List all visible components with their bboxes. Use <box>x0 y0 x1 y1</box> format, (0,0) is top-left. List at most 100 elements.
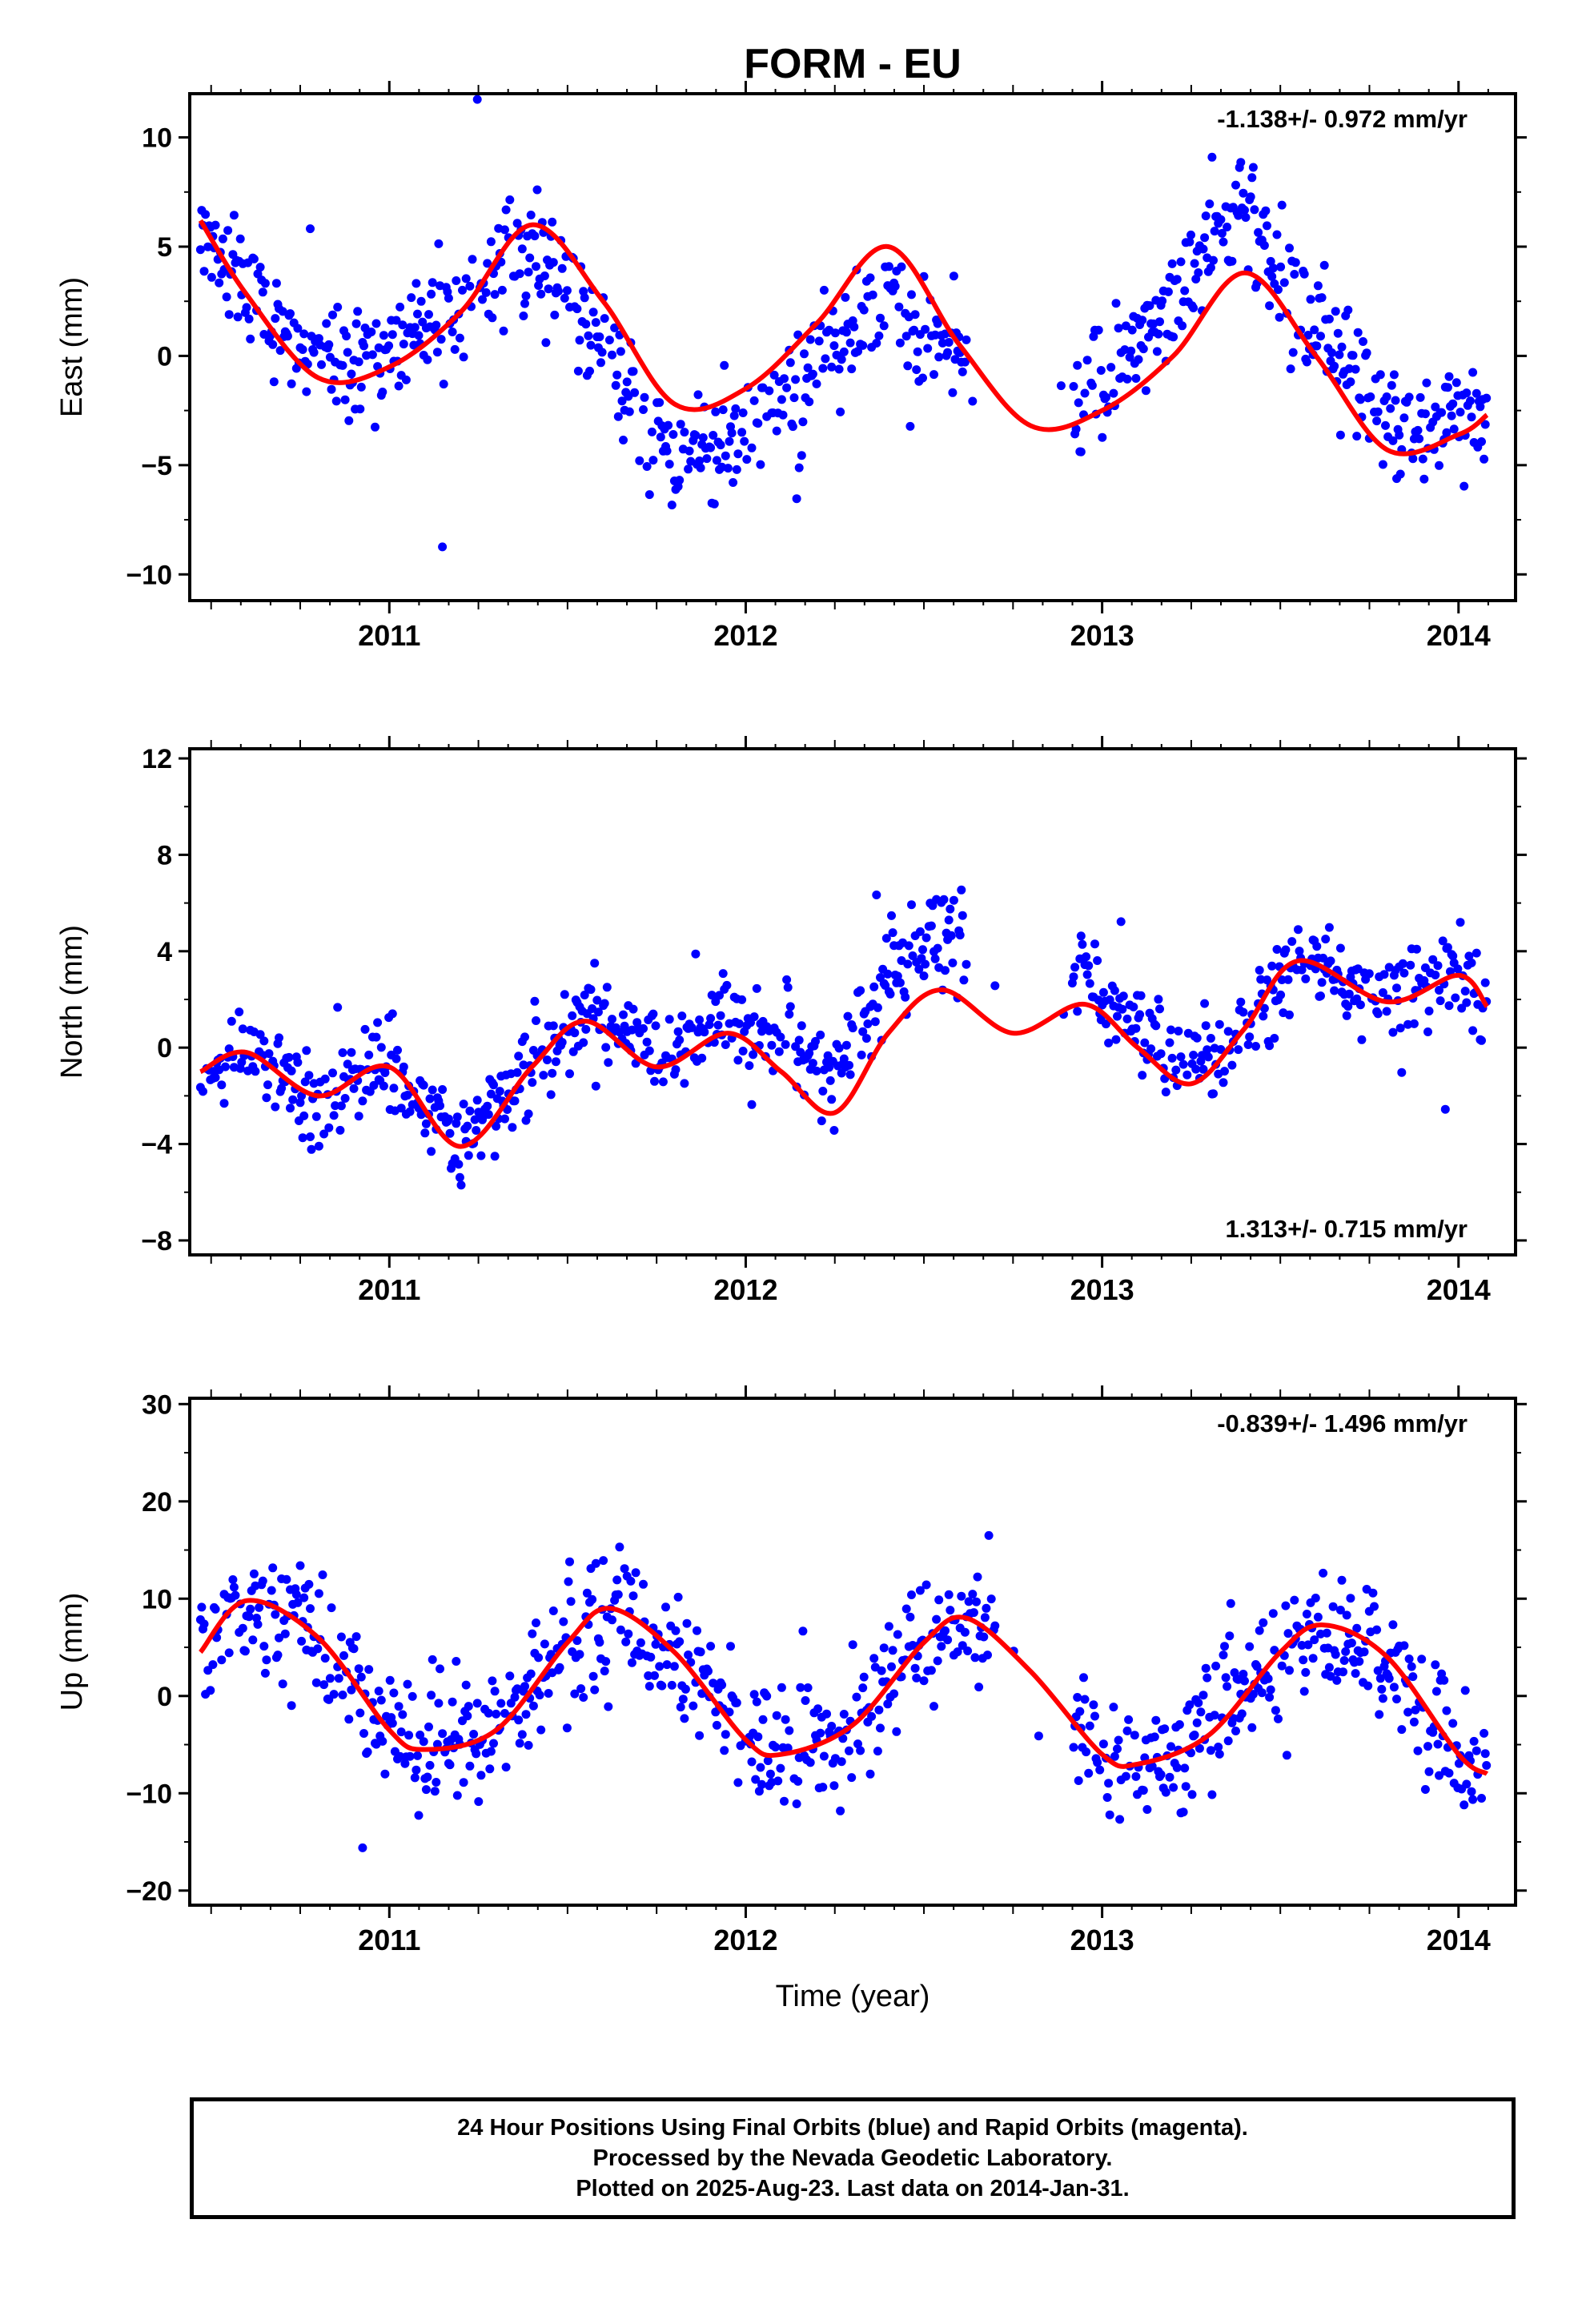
data-point <box>1239 1670 1248 1679</box>
data-point <box>1227 256 1237 266</box>
data-point <box>1080 388 1090 398</box>
data-point <box>486 1747 496 1756</box>
data-point <box>1115 1815 1125 1824</box>
data-point <box>903 361 913 371</box>
data-point <box>582 1588 592 1598</box>
data-point <box>432 1778 441 1787</box>
data-point <box>1477 1794 1486 1803</box>
data-point <box>1397 1068 1407 1077</box>
data-point <box>314 1589 323 1598</box>
data-point <box>1192 1033 1202 1043</box>
data-point <box>307 1144 316 1154</box>
data-point <box>414 331 424 340</box>
data-point <box>344 1715 354 1724</box>
data-point <box>1407 1662 1416 1671</box>
data-point <box>608 1615 616 1625</box>
data-point <box>1342 1011 1351 1020</box>
data-point <box>734 1019 744 1028</box>
data-point <box>319 1129 329 1139</box>
data-point <box>933 943 942 953</box>
data-point <box>673 1592 683 1602</box>
data-point <box>488 1676 497 1686</box>
data-point <box>238 1024 247 1034</box>
data-point <box>530 231 540 241</box>
data-point <box>557 263 567 273</box>
data-point <box>709 1679 718 1688</box>
data-point <box>384 341 394 351</box>
data-point <box>817 1116 826 1126</box>
data-point <box>657 1681 667 1691</box>
data-point <box>1277 1661 1287 1671</box>
y-tick-label: 0 <box>157 1033 172 1063</box>
data-point <box>543 1055 552 1064</box>
data-point <box>639 1023 648 1033</box>
data-point <box>1189 304 1199 312</box>
data-point <box>501 1763 511 1772</box>
data-point <box>359 341 368 351</box>
data-point <box>612 1575 622 1585</box>
data-point <box>448 1697 457 1707</box>
data-point <box>430 1787 440 1796</box>
data-point <box>675 1637 685 1647</box>
data-point <box>1259 1011 1268 1021</box>
data-point <box>1404 1655 1414 1663</box>
data-point <box>682 1618 692 1628</box>
data-point <box>1355 1657 1364 1667</box>
data-point <box>1098 432 1107 442</box>
data-point <box>1158 296 1167 306</box>
data-point <box>217 1655 227 1665</box>
data-point <box>1142 1805 1152 1814</box>
data-point <box>249 1569 259 1578</box>
data-point <box>718 969 728 979</box>
data-point <box>1240 1676 1249 1686</box>
data-point <box>1265 1041 1275 1051</box>
data-point <box>1327 348 1336 357</box>
data-point <box>1472 948 1481 958</box>
data-point <box>297 1636 307 1646</box>
data-point <box>1353 964 1363 974</box>
data-point <box>1276 262 1286 271</box>
data-point <box>262 1093 271 1103</box>
data-point <box>709 499 719 509</box>
data-point <box>721 1730 730 1739</box>
data-point <box>1337 1575 1347 1585</box>
data-point <box>1267 961 1277 971</box>
data-point <box>908 951 917 960</box>
data-point <box>1203 1052 1213 1062</box>
data-point <box>398 320 408 330</box>
data-point <box>1219 237 1228 247</box>
data-point <box>432 348 442 357</box>
data-point <box>240 1647 250 1656</box>
data-point <box>304 1579 314 1589</box>
data-point <box>534 1653 544 1663</box>
data-point <box>913 347 922 356</box>
data-point <box>566 1597 576 1606</box>
data-point <box>295 1561 305 1570</box>
data-point <box>805 1758 815 1767</box>
data-point <box>335 1125 345 1135</box>
data-point <box>1313 281 1323 291</box>
data-point <box>740 436 749 446</box>
data-point <box>872 891 881 899</box>
data-point <box>1069 972 1078 982</box>
data-point <box>273 1651 283 1660</box>
data-point <box>329 1690 339 1699</box>
data-point <box>1277 975 1287 984</box>
data-point <box>912 1673 921 1683</box>
data-point <box>514 1051 524 1061</box>
data-point <box>1131 1023 1141 1033</box>
data-point <box>818 364 828 373</box>
data-point <box>1169 332 1178 342</box>
data-point <box>1098 987 1108 997</box>
data-point <box>626 1576 636 1586</box>
data-point <box>1299 269 1309 279</box>
data-point <box>1267 271 1277 281</box>
data-point <box>595 1638 604 1647</box>
data-point <box>224 1044 234 1054</box>
data-point <box>387 1719 397 1728</box>
data-point <box>676 1703 685 1712</box>
data-point <box>278 1679 287 1689</box>
data-point <box>413 1751 422 1760</box>
data-point <box>1391 396 1400 405</box>
data-point <box>1138 316 1147 325</box>
